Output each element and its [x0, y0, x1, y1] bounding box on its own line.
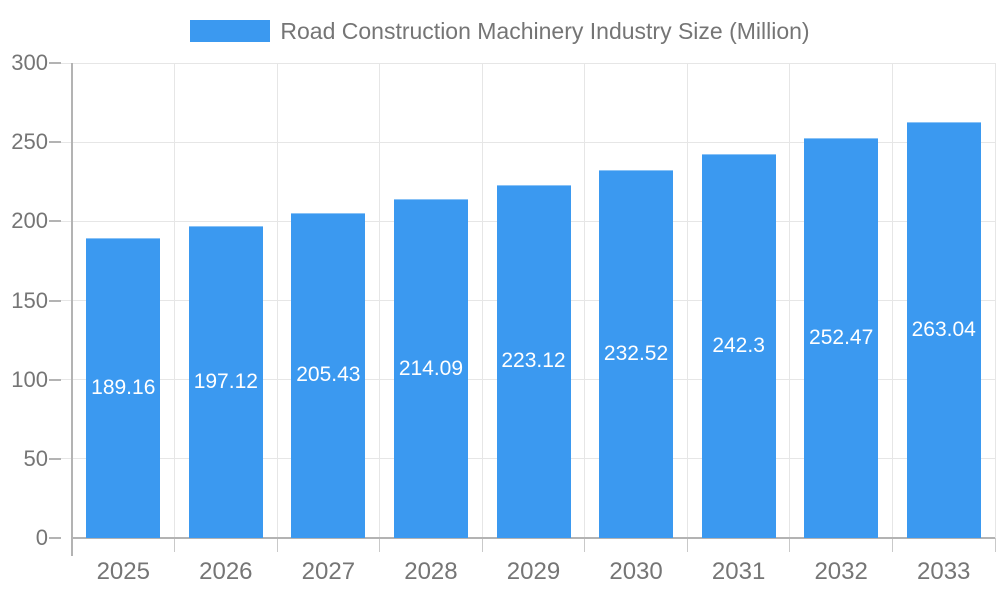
bar-value-label: 197.12 — [193, 369, 258, 393]
v-gridline — [584, 63, 586, 538]
y-axis-label: 150 — [11, 287, 48, 313]
bar-value-label: 189.16 — [91, 376, 156, 400]
x-axis-tick — [174, 538, 176, 552]
y-axis-tick — [49, 457, 61, 460]
x-axis-label: 2031 — [711, 558, 766, 585]
y-axis-tick — [49, 141, 61, 144]
x-axis-label: 2028 — [404, 558, 458, 585]
y-axis-line — [71, 63, 73, 556]
x-axis-tick — [481, 538, 483, 552]
legend-label: Road Construction Machinery Industry Siz… — [280, 18, 810, 44]
bar-value-label: 214.09 — [398, 356, 464, 380]
x-axis-tick — [584, 538, 586, 552]
x-axis-label: 2033 — [917, 558, 971, 585]
legend-swatch-icon — [190, 20, 271, 42]
x-axis-tick — [379, 538, 381, 552]
y-axis-label: 50 — [23, 445, 48, 471]
v-gridline — [891, 63, 893, 538]
v-gridline — [481, 63, 483, 538]
x-axis-tick — [994, 538, 996, 552]
bar-value-label: 223.12 — [501, 349, 566, 373]
y-axis-label: 200 — [11, 208, 48, 234]
x-axis-tick — [891, 538, 893, 552]
y-axis-tick — [49, 62, 61, 64]
x-axis-tick — [789, 538, 791, 552]
bar-2026[interactable] — [188, 225, 263, 538]
y-axis-tick — [49, 537, 61, 539]
bar-value-label: 263.04 — [911, 317, 976, 341]
bar-2030[interactable] — [599, 169, 674, 538]
y-axis-label: 300 — [11, 50, 48, 75]
bar-value-label: 252.47 — [809, 326, 874, 350]
x-axis-label: 2026 — [199, 558, 253, 585]
bar-2032[interactable] — [804, 138, 879, 538]
x-axis-line — [72, 537, 995, 539]
x-axis-tick — [276, 538, 278, 552]
x-axis-tick — [686, 538, 688, 552]
bar-2029[interactable] — [496, 184, 571, 538]
bar-2025[interactable] — [86, 238, 161, 538]
v-gridline — [174, 63, 176, 538]
bar-2031[interactable] — [701, 154, 776, 538]
v-gridline — [276, 63, 278, 538]
y-axis-tick — [49, 378, 61, 381]
y-axis-label: 250 — [11, 129, 48, 155]
x-axis-label: 2029 — [506, 558, 561, 585]
chart-legend[interactable]: Road Construction Machinery Industry Siz… — [0, 17, 1000, 45]
v-gridline — [789, 63, 791, 538]
bar-2027[interactable] — [291, 212, 366, 538]
v-gridline — [686, 63, 688, 538]
bar-2033[interactable] — [906, 121, 981, 538]
x-axis-label: 2027 — [301, 558, 356, 585]
v-gridline — [379, 63, 381, 538]
x-axis-label: 2025 — [96, 558, 150, 585]
y-axis-tick — [49, 299, 61, 302]
y-axis-label: 0 — [35, 525, 48, 550]
bar-value-label: 232.52 — [603, 341, 669, 365]
h-gridline — [60, 141, 995, 143]
x-axis-label: 2030 — [609, 558, 663, 585]
v-gridline — [994, 63, 996, 538]
bar-value-label: 205.43 — [296, 363, 361, 387]
y-axis-tick — [49, 220, 61, 223]
y-axis-label: 100 — [11, 366, 48, 392]
h-gridline — [60, 62, 995, 64]
bar-2028[interactable] — [393, 199, 468, 538]
x-axis-label: 2032 — [814, 558, 868, 585]
bar-value-label: 242.3 — [712, 334, 765, 358]
